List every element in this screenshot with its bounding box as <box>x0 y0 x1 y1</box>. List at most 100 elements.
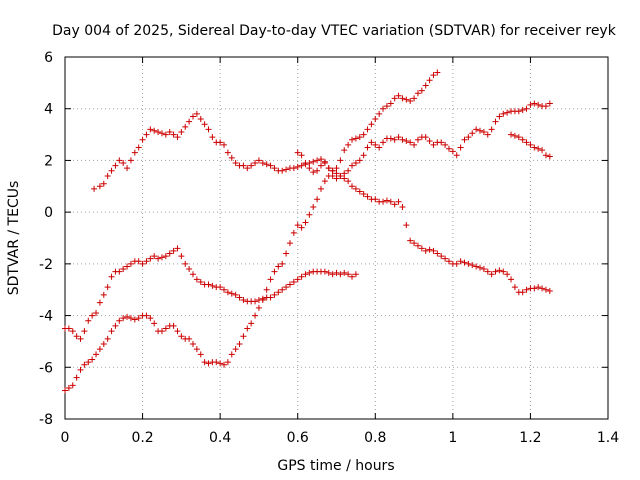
data-point <box>127 315 134 322</box>
data-point <box>399 95 406 102</box>
data-point <box>391 136 398 143</box>
data-point <box>523 139 530 146</box>
data-point <box>333 170 340 177</box>
data-point <box>93 309 100 316</box>
data-point <box>193 276 200 283</box>
data-point <box>221 361 228 368</box>
data-point <box>500 110 507 117</box>
data-point <box>399 203 406 210</box>
data-point <box>508 276 515 283</box>
data-point <box>189 271 196 278</box>
data-point <box>445 258 452 265</box>
data-point <box>337 172 344 179</box>
data-point <box>341 170 348 177</box>
data-point <box>488 126 495 133</box>
data-point <box>224 289 231 296</box>
data-point <box>492 268 499 275</box>
data-point <box>259 297 266 304</box>
data-point <box>414 136 421 143</box>
data-point <box>306 269 313 276</box>
data-point <box>124 263 131 270</box>
data-point <box>135 144 142 151</box>
data-point <box>461 259 468 266</box>
data-point <box>500 268 507 275</box>
data-point <box>453 260 460 267</box>
data-point <box>182 260 189 267</box>
data-point <box>158 328 165 335</box>
data-point <box>391 95 398 102</box>
data-point <box>124 165 131 172</box>
data-point <box>116 268 123 275</box>
data-point <box>317 185 324 192</box>
data-point <box>197 116 204 123</box>
data-point <box>531 100 538 107</box>
data-point <box>127 260 134 267</box>
data-point <box>434 250 441 257</box>
data-point <box>539 285 546 292</box>
data-point <box>151 253 158 260</box>
data-point <box>228 154 235 161</box>
data-point <box>531 144 538 151</box>
data-point <box>267 162 274 169</box>
data-point <box>224 149 231 156</box>
data-point <box>527 141 534 148</box>
data-point <box>546 100 553 107</box>
data-point <box>418 87 425 94</box>
x-tick-label: 0.4 <box>209 430 231 446</box>
data-point <box>492 118 499 125</box>
data-point <box>193 346 200 353</box>
data-point <box>162 325 169 332</box>
data-point <box>387 100 394 107</box>
data-point <box>69 382 76 389</box>
y-tick-label: 4 <box>44 102 53 118</box>
data-point <box>120 160 127 167</box>
data-point <box>426 246 433 253</box>
data-point <box>457 258 464 265</box>
data-point <box>166 250 173 257</box>
data-point <box>341 147 348 154</box>
data-point <box>445 145 452 152</box>
data-point <box>337 271 344 278</box>
data-point <box>236 294 243 301</box>
data-point <box>217 360 224 367</box>
data-point <box>523 105 530 112</box>
y-axis-label: SDTVAR / TECUs <box>6 181 22 296</box>
data-point <box>430 141 437 148</box>
data-point <box>376 110 383 117</box>
data-point <box>523 286 530 293</box>
data-point <box>314 167 321 174</box>
data-point <box>96 183 103 190</box>
data-point <box>391 201 398 208</box>
data-point <box>457 144 464 151</box>
data-point <box>170 131 177 138</box>
data-point <box>240 297 247 304</box>
data-point <box>325 165 332 172</box>
data-point <box>511 284 518 291</box>
data-point <box>376 144 383 151</box>
data-point <box>104 335 111 342</box>
data-point <box>217 139 224 146</box>
data-point <box>89 312 96 319</box>
data-point <box>364 193 371 200</box>
data-point <box>337 157 344 164</box>
data-point <box>189 113 196 120</box>
data-point <box>321 160 328 167</box>
data-point <box>147 255 154 262</box>
data-point <box>453 152 460 159</box>
data-point <box>418 245 425 252</box>
data-point <box>380 105 387 112</box>
data-point <box>496 113 503 120</box>
data-point <box>147 126 154 133</box>
data-point <box>317 162 324 169</box>
data-point <box>155 128 162 135</box>
data-point <box>108 167 115 174</box>
data-point <box>197 351 204 358</box>
data-point <box>356 157 363 164</box>
data-point <box>333 165 340 172</box>
data-point <box>286 240 293 247</box>
data-point <box>139 136 146 143</box>
data-point <box>422 247 429 254</box>
data-point <box>395 92 402 99</box>
data-point <box>383 103 390 110</box>
data-point <box>325 269 332 276</box>
